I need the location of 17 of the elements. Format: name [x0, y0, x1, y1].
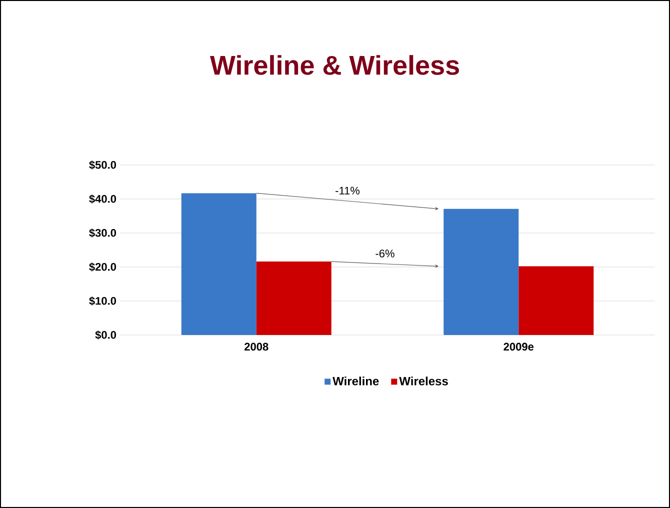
annotation: -11%: [336, 186, 360, 194]
bar: [181, 193, 256, 335]
y-tick-label: $10.0: [89, 296, 116, 306]
bar: [518, 266, 594, 335]
y-tick-label: $20.0: [89, 262, 116, 272]
x-tick-label: 2008: [244, 342, 268, 351]
y-tick-label: $0.0: [95, 330, 116, 340]
legend-label: Wireline: [332, 376, 379, 386]
y-tick-label: $30.0: [89, 228, 116, 238]
bar: [256, 262, 332, 335]
y-tick-label: $40.0: [89, 194, 116, 204]
x-tick-label: 2009e: [504, 342, 534, 351]
y-tick-label: $50.0: [89, 160, 116, 170]
annotation: -6%: [376, 250, 394, 258]
chart-title: Wireline & Wireless: [210, 55, 459, 75]
bar: [444, 208, 519, 335]
legend-label: Wireless: [399, 376, 448, 386]
